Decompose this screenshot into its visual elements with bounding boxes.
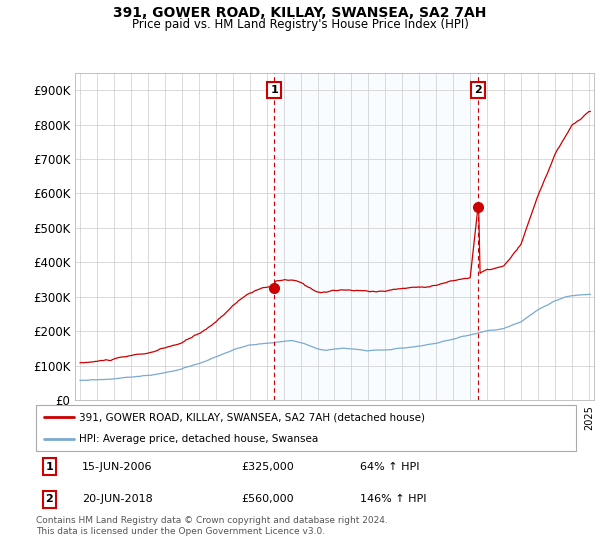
Text: £560,000: £560,000 [241, 494, 294, 505]
Text: £325,000: £325,000 [241, 461, 294, 472]
Text: 15-JUN-2006: 15-JUN-2006 [82, 461, 152, 472]
Text: 2: 2 [474, 85, 482, 95]
Text: 2: 2 [46, 494, 53, 505]
Text: 1: 1 [46, 461, 53, 472]
Text: HPI: Average price, detached house, Swansea: HPI: Average price, detached house, Swan… [79, 435, 319, 444]
Text: 391, GOWER ROAD, KILLAY, SWANSEA, SA2 7AH (detached house): 391, GOWER ROAD, KILLAY, SWANSEA, SA2 7A… [79, 412, 425, 422]
Text: Contains HM Land Registry data © Crown copyright and database right 2024.
This d: Contains HM Land Registry data © Crown c… [36, 516, 388, 536]
Bar [274, 73, 478, 400]
Text: 391, GOWER ROAD, KILLAY, SWANSEA, SA2 7AH: 391, GOWER ROAD, KILLAY, SWANSEA, SA2 7A… [113, 6, 487, 20]
Text: 64% ↑ HPI: 64% ↑ HPI [360, 461, 419, 472]
Text: 1: 1 [271, 85, 278, 95]
Text: 20-JUN-2018: 20-JUN-2018 [82, 494, 152, 505]
Text: 146% ↑ HPI: 146% ↑ HPI [360, 494, 427, 505]
Text: Price paid vs. HM Land Registry's House Price Index (HPI): Price paid vs. HM Land Registry's House … [131, 18, 469, 31]
